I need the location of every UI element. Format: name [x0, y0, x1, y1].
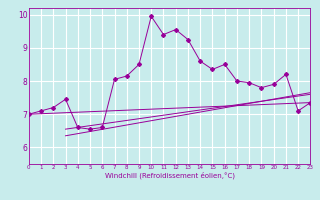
X-axis label: Windchill (Refroidissement éolien,°C): Windchill (Refroidissement éolien,°C) [105, 172, 235, 179]
